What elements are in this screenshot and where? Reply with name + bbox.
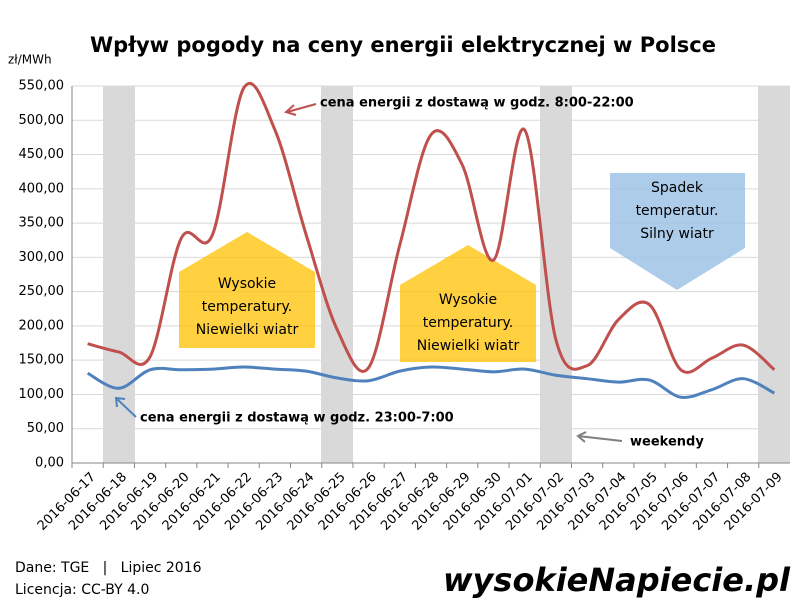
logo: wysokieNapiecie.pl	[443, 561, 791, 599]
annotation-text: Wysokie	[218, 276, 276, 292]
y-tick-label: 400,00	[19, 181, 65, 196]
footer-license: Licencja: CC-BY 4.0	[15, 582, 149, 598]
hot-weather-shape	[400, 245, 536, 362]
label-arrow	[286, 103, 317, 113]
annotation-shapes	[179, 173, 745, 362]
annotation-text: temperatury.	[202, 299, 292, 315]
y-tick-label: 150,00	[19, 353, 65, 368]
lines	[86, 81, 776, 399]
series-label: cena energii z dostawą w godz. 8:00-22:0…	[320, 96, 634, 111]
label-arrow	[283, 104, 297, 116]
annotation-text: Spadek	[651, 180, 704, 196]
hot-weather-shape	[179, 232, 315, 348]
weekend-band	[758, 86, 790, 463]
y-tick-label: 200,00	[19, 318, 65, 333]
annotation-text: Niewielki wiatr	[196, 322, 299, 338]
background	[103, 86, 790, 463]
footer-source: Dane: TGE | Lipiec 2016	[15, 560, 202, 576]
annotation-text: temperatury.	[423, 315, 513, 331]
weekend-label: weekendy	[630, 435, 704, 450]
y-tick-label: 250,00	[19, 284, 65, 299]
annotation-text: temperatur.	[636, 203, 719, 219]
y-tick-label: 550,00	[19, 79, 65, 94]
y-tick-label: 350,00	[19, 216, 65, 231]
label-arrow	[577, 435, 623, 442]
y-tick-label: 450,00	[19, 147, 65, 162]
annotation-text: Wysokie	[439, 292, 497, 308]
y-tick-label: 100,00	[19, 387, 65, 402]
chart-title: Wpływ pogody na ceny energii elektryczne…	[90, 33, 716, 57]
label-arrow	[576, 431, 587, 443]
series-line	[87, 81, 776, 374]
series-line	[86, 365, 776, 399]
y-tick-label: 50,00	[27, 421, 64, 436]
y-tick-label: 0,00	[35, 456, 64, 471]
weekend-band	[321, 86, 353, 463]
y-tick-label: 300,00	[19, 250, 65, 265]
annotation-text: Niewielki wiatr	[417, 338, 520, 354]
cold-weather-shape	[610, 173, 745, 290]
series-label: cena energii z dostawą w godz. 23:00-7:0…	[140, 411, 454, 426]
weekend-band	[103, 86, 135, 463]
y-tick-label: 500,00	[19, 113, 65, 128]
y-axis-label: zł/MWh	[8, 53, 52, 67]
label-arrow	[115, 397, 137, 418]
label-arrow	[114, 396, 126, 408]
annotation-text: Silny wiatr	[640, 226, 714, 242]
